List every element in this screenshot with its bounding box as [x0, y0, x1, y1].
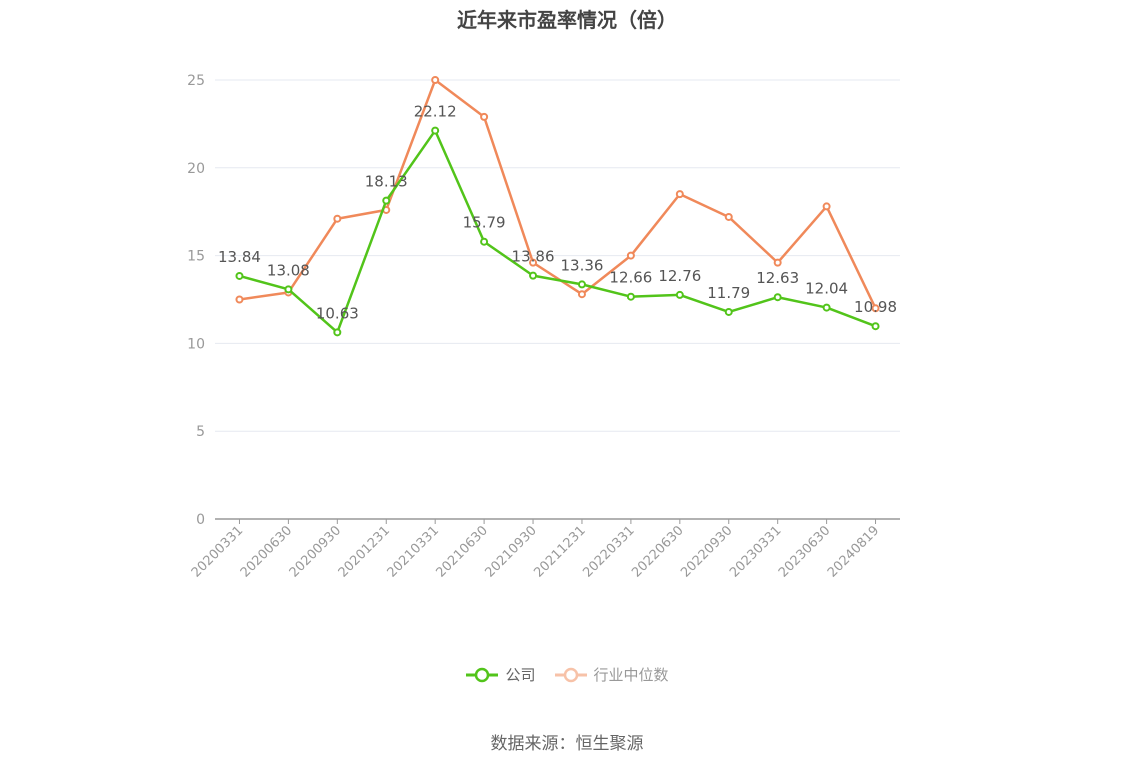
data-label-company: 22.12 — [414, 103, 457, 121]
x-tick-label: 20210630 — [434, 523, 491, 580]
chart-title: 近年来市盈率情况（倍） — [457, 8, 677, 32]
y-tick-label: 5 — [196, 424, 205, 440]
grid-lines — [215, 79, 900, 432]
source-note: 数据来源：恒生聚源 — [490, 734, 644, 754]
legend-label-company: 公司 — [505, 666, 536, 684]
data-label-company: 15.79 — [463, 214, 506, 232]
legend-item-industry[interactable]: 行业中位数 — [554, 664, 669, 685]
data-label-company: 12.66 — [609, 269, 652, 287]
legend: 公司 行业中位数 — [0, 664, 1134, 685]
legend-item-company[interactable]: 公司 — [465, 664, 536, 685]
data-point-industry — [529, 258, 538, 267]
x-tick-label: 20200930 — [287, 523, 344, 580]
data-point-industry — [675, 190, 684, 199]
data-point-industry — [724, 212, 733, 221]
legend-industry-icon — [554, 667, 587, 682]
data-point-company — [431, 126, 440, 135]
x-tick-label: 20201231 — [336, 523, 393, 580]
data-label-company: 13.36 — [560, 256, 603, 274]
data-label-company: 12.63 — [756, 269, 799, 287]
data-labels: 13.84 13.08 10.63 18.13 22.12 15.79 13.86 13.36… — [218, 103, 897, 323]
data-point-company — [724, 307, 733, 316]
data-point-company — [822, 303, 831, 312]
data-point-industry — [773, 258, 782, 267]
data-label-company: 13.86 — [512, 248, 555, 266]
series-line-industry — [239, 78, 877, 309]
data-label-company: 13.08 — [267, 261, 310, 279]
series-lines — [235, 76, 880, 337]
data-point-company — [333, 328, 342, 337]
data-label-company: 12.76 — [658, 267, 701, 285]
legend-label-industry: 行业中位数 — [593, 666, 669, 684]
data-point-industry — [431, 76, 440, 84]
data-point-industry — [871, 304, 880, 313]
data-point-industry — [577, 290, 586, 299]
x-tick-label: 20220930 — [678, 523, 735, 580]
series-line-company — [239, 129, 876, 334]
data-point-company — [529, 271, 538, 280]
x-tick-label: 20220331 — [580, 523, 637, 580]
data-point-company — [480, 237, 489, 246]
data-point-industry — [333, 214, 342, 223]
data-point-industry — [235, 295, 244, 304]
data-label-company: 11.79 — [707, 284, 750, 302]
x-tick-label: 20220630 — [629, 523, 686, 580]
x-tick-label: 20211231 — [531, 523, 588, 580]
x-tick-label: 20200331 — [189, 523, 246, 580]
data-point-company — [382, 196, 391, 205]
y-tick-label: 0 — [196, 512, 205, 528]
data-point-company — [577, 280, 586, 289]
data-point-company — [871, 322, 880, 331]
y-tick-label: 20 — [187, 161, 205, 177]
data-point-industry — [480, 112, 489, 121]
y-tick-label: 10 — [187, 336, 205, 352]
data-point-company — [284, 285, 293, 294]
x-tick-label: 20210331 — [385, 523, 442, 580]
data-label-company: 12.04 — [805, 280, 848, 298]
axes: 0 5 10 15 20 25 202003312020063020200930202012… — [187, 73, 900, 581]
x-tick-label: 20230630 — [776, 523, 833, 580]
data-point-industry — [822, 202, 831, 211]
y-tick-label: 25 — [187, 73, 205, 89]
data-point-company — [235, 271, 244, 280]
x-tick-label: 20240819 — [825, 523, 882, 580]
data-point-industry — [626, 251, 635, 260]
x-tick-label: 20200630 — [238, 523, 295, 580]
data-point-company — [675, 290, 684, 299]
data-point-company — [773, 293, 782, 302]
data-point-company — [626, 292, 635, 301]
data-label-company: 13.84 — [218, 248, 261, 266]
x-tick-label: 20230331 — [727, 523, 784, 580]
data-label-company: 10.63 — [316, 304, 359, 322]
x-tick-label: 20210930 — [482, 523, 539, 580]
y-tick-label: 15 — [187, 249, 205, 265]
data-label-company: 10.98 — [854, 298, 897, 316]
data-label-company: 18.13 — [365, 173, 408, 191]
legend-company-icon — [466, 667, 499, 682]
